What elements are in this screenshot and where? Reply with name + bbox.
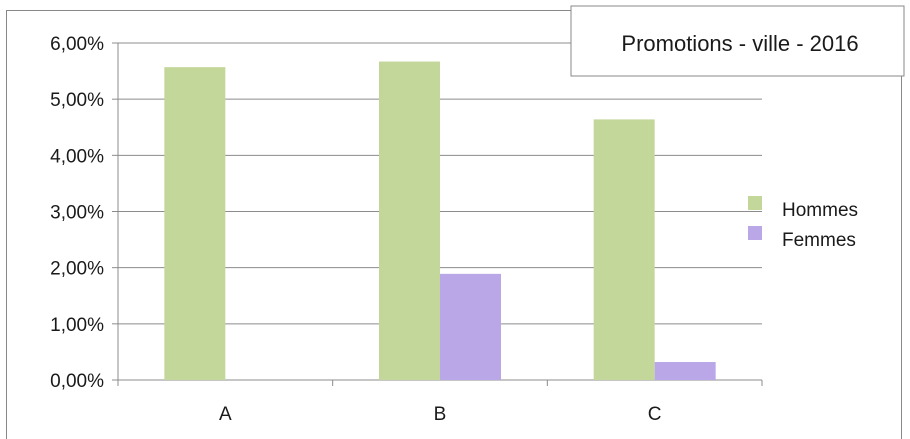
y-tick-label: 3,00% <box>50 203 104 224</box>
bar-hommes-a <box>164 67 226 380</box>
y-tick-label: 5,00% <box>50 90 104 111</box>
legend-swatch-hommes <box>748 196 762 210</box>
y-tick-label: 1,00% <box>50 315 104 336</box>
bars <box>164 61 716 381</box>
x-tick-label: A <box>219 404 232 425</box>
legend: Hommes Femmes <box>748 196 858 251</box>
chart-title-box: Promotions - ville - 2016 <box>570 5 905 77</box>
bar-femmes-c <box>654 362 716 380</box>
legend-label-hommes: Hommes <box>782 200 858 221</box>
y-tick-label: 0,00% <box>50 371 104 392</box>
bar-femmes-b <box>440 273 501 380</box>
legend-swatch-femmes <box>748 226 762 240</box>
axis-labels: 0,00% 1,00% 2,00% 3,00% 4,00% 5,00% 6,00% A B C <box>50 34 661 425</box>
y-tick-label: 6,00% <box>50 34 104 55</box>
x-tick-label: B <box>434 404 447 425</box>
bar-hommes-b <box>379 61 440 380</box>
legend-label-femmes: Femmes <box>782 230 856 251</box>
y-tick-label: 2,00% <box>50 259 104 280</box>
x-tick-label: C <box>648 404 662 425</box>
y-tick-label: 4,00% <box>50 146 104 167</box>
title-box <box>570 5 905 77</box>
bar-hommes-c <box>593 119 655 381</box>
chart-title: Promotions - ville - 2016 <box>621 31 858 56</box>
